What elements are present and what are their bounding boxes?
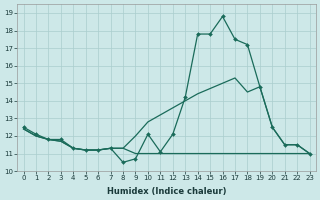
X-axis label: Humidex (Indice chaleur): Humidex (Indice chaleur): [107, 187, 226, 196]
